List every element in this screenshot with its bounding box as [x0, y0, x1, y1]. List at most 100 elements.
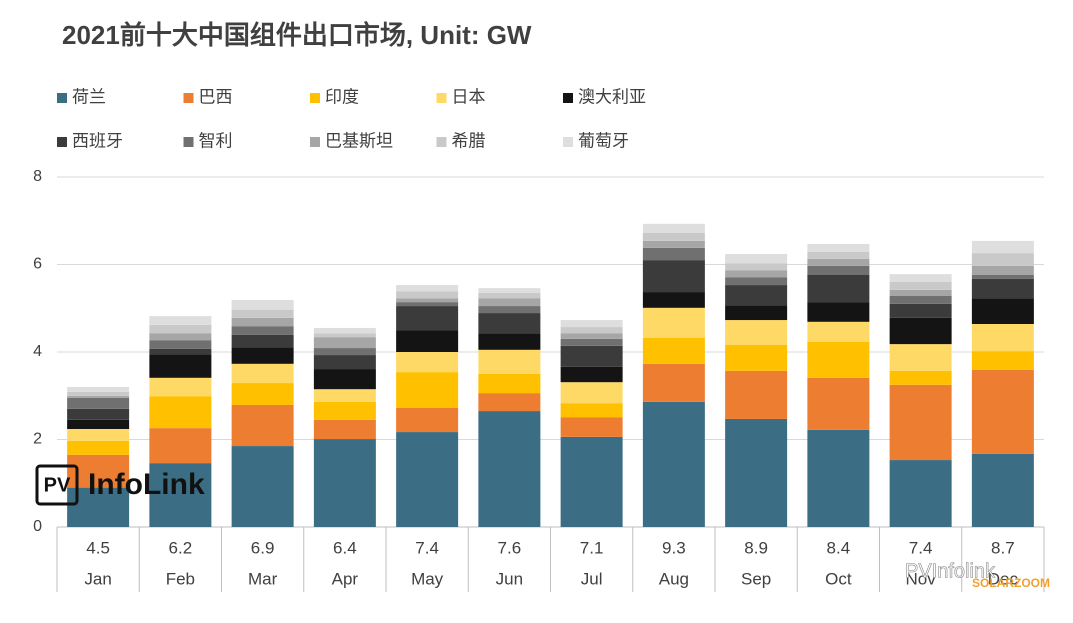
bar-segment	[725, 254, 788, 264]
bar-segment	[396, 302, 459, 307]
bar-segment	[807, 341, 870, 378]
bar-segment	[478, 313, 541, 334]
bar-segment	[396, 372, 459, 408]
bar-segment	[67, 440, 130, 455]
bar-segment	[313, 333, 376, 338]
bar-segment	[725, 370, 788, 419]
y-tick-label: 2	[33, 431, 42, 448]
legend-swatch	[310, 93, 320, 103]
bar-segment	[396, 432, 459, 527]
bar-segment	[149, 396, 212, 429]
x-tick-label: Jun	[496, 569, 523, 588]
bar-segment	[560, 417, 623, 437]
chart-title: 2021前十大中国组件出口市场, Unit: GW	[62, 20, 532, 50]
bar-segment	[971, 369, 1034, 454]
x-tick-label: Mar	[248, 569, 278, 588]
legend-label: 葡萄牙	[578, 131, 629, 150]
bar-segment	[67, 395, 130, 398]
bar-segment	[642, 223, 705, 233]
y-tick-label: 0	[33, 518, 42, 535]
bar-segment	[807, 265, 870, 275]
bar-segment	[478, 306, 541, 314]
bar-segment	[478, 393, 541, 412]
bar-segment	[231, 310, 294, 318]
legend-swatch	[436, 93, 447, 103]
bar-segment	[560, 338, 623, 346]
bar-segment	[478, 292, 541, 299]
bar-segment	[231, 363, 294, 384]
bar-segment	[971, 278, 1034, 299]
watermark: SOLARZOOM	[972, 576, 1050, 590]
table-value: 6.2	[169, 538, 193, 557]
legend-swatch	[310, 137, 320, 147]
table-value: 7.1	[580, 538, 604, 557]
bar-segment	[971, 240, 1034, 254]
bar-segment	[642, 363, 705, 402]
logo-box	[35, 464, 79, 506]
bar-segment	[560, 366, 623, 383]
bar-segment	[313, 327, 376, 334]
bar-segment	[971, 275, 1034, 279]
bar-segment	[807, 251, 870, 259]
logo-text: PV	[44, 474, 71, 496]
x-tick-label: Sep	[741, 569, 771, 588]
bar-segment	[478, 349, 541, 374]
table-value: 9.3	[662, 538, 686, 557]
bar-segment	[313, 369, 376, 390]
bar-segment	[560, 333, 623, 339]
bar-segment	[67, 408, 130, 420]
y-tick-label: 8	[33, 168, 42, 185]
bar-segment	[231, 334, 294, 348]
table-value: 8.7	[991, 538, 1015, 557]
table-value: 7.6	[498, 538, 522, 557]
bar-segment	[807, 321, 870, 342]
bar-segment	[149, 377, 212, 397]
bar-segment	[478, 333, 541, 350]
bar-segment	[889, 274, 952, 282]
bar-segment	[642, 292, 705, 308]
bar-segment	[889, 344, 952, 371]
bar-segment	[313, 337, 376, 349]
bar-segment	[67, 429, 130, 441]
bar-segment	[396, 330, 459, 352]
bar-segment	[231, 404, 294, 447]
bar-segment	[971, 453, 1034, 527]
bar-segment	[396, 291, 459, 299]
bar-segment	[642, 247, 705, 261]
x-tick-label: May	[411, 569, 444, 588]
legend-label: 日本	[452, 87, 486, 106]
table-value: 6.9	[251, 538, 275, 557]
bar-segment	[725, 320, 788, 345]
x-tick-label: Dec	[988, 569, 1019, 588]
legend-label: 印度	[325, 87, 359, 106]
bar-segment	[889, 303, 952, 318]
bar-segment	[313, 439, 376, 527]
table-value: 8.9	[744, 538, 768, 557]
bar-segment	[642, 260, 705, 293]
bar-segment	[313, 419, 376, 440]
legend-label: 荷兰	[72, 87, 106, 106]
bar-segment	[971, 351, 1034, 370]
legend-label: 希腊	[452, 131, 486, 150]
bar-segment	[807, 243, 870, 252]
legend-label: 智利	[199, 131, 233, 150]
bar-segment	[313, 348, 376, 356]
bar-segment	[149, 428, 212, 464]
legend-label: 巴西	[199, 87, 233, 106]
bar-segment	[313, 389, 376, 402]
bar-segment	[231, 446, 294, 527]
bar-segment	[478, 288, 541, 293]
table-value: 8.4	[827, 538, 851, 557]
bar-segment	[560, 382, 623, 404]
x-tick-label: Jul	[581, 569, 603, 588]
bar-segment	[725, 270, 788, 278]
bar-segment	[889, 289, 952, 296]
x-tick-label: Oct	[825, 569, 852, 588]
bar-segment	[149, 348, 212, 355]
y-tick-label: 6	[33, 256, 42, 273]
bar-segment	[396, 408, 459, 433]
bar-segment	[971, 265, 1034, 275]
legend-swatch	[57, 137, 67, 147]
table-value: 6.4	[333, 538, 357, 557]
